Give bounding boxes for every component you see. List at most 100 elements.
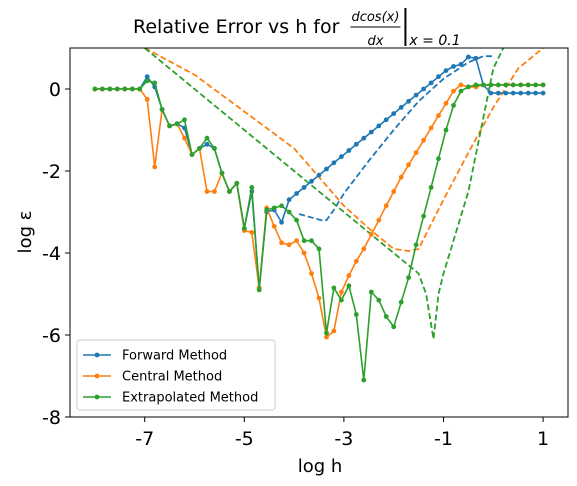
data-point xyxy=(413,150,419,156)
data-point xyxy=(144,74,150,80)
data-point xyxy=(331,328,337,334)
data-point xyxy=(488,90,494,96)
title-denominator: dx xyxy=(367,34,383,49)
data-point xyxy=(368,289,374,295)
data-point xyxy=(525,82,531,88)
data-point xyxy=(361,135,367,141)
data-point xyxy=(331,285,337,291)
data-point xyxy=(122,86,128,92)
data-point xyxy=(376,217,382,223)
data-point xyxy=(428,125,434,131)
data-point xyxy=(271,205,277,211)
data-point xyxy=(346,148,352,153)
plot-frame xyxy=(69,47,569,418)
series-line-3 xyxy=(94,79,544,381)
data-point xyxy=(316,172,322,178)
data-point xyxy=(458,88,464,94)
data-point xyxy=(361,246,367,252)
data-point xyxy=(383,314,389,319)
data-point xyxy=(309,271,314,276)
data-point xyxy=(503,90,509,96)
legend-marker xyxy=(94,373,100,379)
x-tick-label: -5 xyxy=(235,428,254,450)
data-point xyxy=(324,166,329,172)
axes: -7 -5 -3 -1 1 0 -2 -4 -6 -8 xyxy=(42,47,569,450)
data-point xyxy=(391,111,397,116)
data-point xyxy=(309,178,314,184)
data-point xyxy=(518,90,524,96)
data-point xyxy=(443,68,449,73)
data-point xyxy=(540,90,546,96)
x-tick-label: 1 xyxy=(537,428,549,450)
data-point xyxy=(286,197,292,203)
series-2 xyxy=(92,82,546,340)
data-point xyxy=(510,90,516,96)
data-point xyxy=(182,135,187,141)
data-point xyxy=(495,90,501,96)
data-point xyxy=(301,185,307,190)
data-point xyxy=(100,86,105,92)
data-point xyxy=(383,117,389,123)
title-numerator: dcos(x) xyxy=(351,10,399,25)
data-point xyxy=(510,82,516,88)
legend-marker xyxy=(94,394,100,400)
data-point xyxy=(368,232,374,237)
data-point xyxy=(533,82,538,88)
data-point xyxy=(353,141,359,147)
data-point xyxy=(413,242,419,248)
data-point xyxy=(249,230,255,235)
data-point xyxy=(92,86,98,92)
y-tick-label: -8 xyxy=(42,407,61,429)
data-point xyxy=(219,170,225,176)
data-point xyxy=(436,156,441,162)
y-tick-label: -6 xyxy=(42,325,61,347)
data-point xyxy=(316,295,322,301)
data-point xyxy=(286,209,292,215)
data-point xyxy=(428,185,434,190)
data-point xyxy=(376,297,382,303)
data-point xyxy=(256,287,262,293)
data-point xyxy=(339,289,344,295)
data-point xyxy=(346,273,352,278)
data-point xyxy=(301,238,307,244)
data-point xyxy=(331,160,337,166)
data-point xyxy=(406,162,411,168)
legend-label: Extrapolated Method xyxy=(122,391,258,406)
data-point xyxy=(339,297,344,303)
data-point xyxy=(443,127,449,133)
data-point xyxy=(398,299,404,305)
data-point xyxy=(473,82,479,88)
data-point xyxy=(107,86,113,92)
reference-line-3 xyxy=(144,48,505,340)
data-point xyxy=(436,113,441,118)
data-point xyxy=(353,312,359,317)
data-point xyxy=(174,121,180,127)
data-point xyxy=(451,64,456,69)
title: Relative Error vs h for dcos(x) dx x = 0… xyxy=(133,8,461,49)
data-point xyxy=(518,82,524,88)
data-point xyxy=(361,377,367,383)
data-point xyxy=(324,330,329,336)
data-point xyxy=(473,55,479,61)
legend-box xyxy=(76,339,276,411)
data-point xyxy=(398,105,404,110)
data-point xyxy=(466,84,471,90)
x-axis-label: log h xyxy=(298,456,343,477)
legend-item: Extrapolated Method xyxy=(83,391,258,406)
data-point xyxy=(451,88,456,94)
data-point xyxy=(368,129,374,135)
data-point xyxy=(540,82,546,88)
series-3 xyxy=(92,78,546,383)
data-point xyxy=(391,324,397,330)
data-point xyxy=(398,174,404,180)
legend-marker xyxy=(94,352,100,358)
data-point xyxy=(189,152,195,158)
data-point xyxy=(234,180,240,186)
legend-item: Central Method xyxy=(83,370,222,385)
data-point xyxy=(406,275,411,280)
x-tick-label: -3 xyxy=(334,428,353,450)
data-point xyxy=(480,82,486,88)
legend: Forward Method Central Method Extrapolated… xyxy=(76,339,276,411)
data-point xyxy=(114,86,120,92)
